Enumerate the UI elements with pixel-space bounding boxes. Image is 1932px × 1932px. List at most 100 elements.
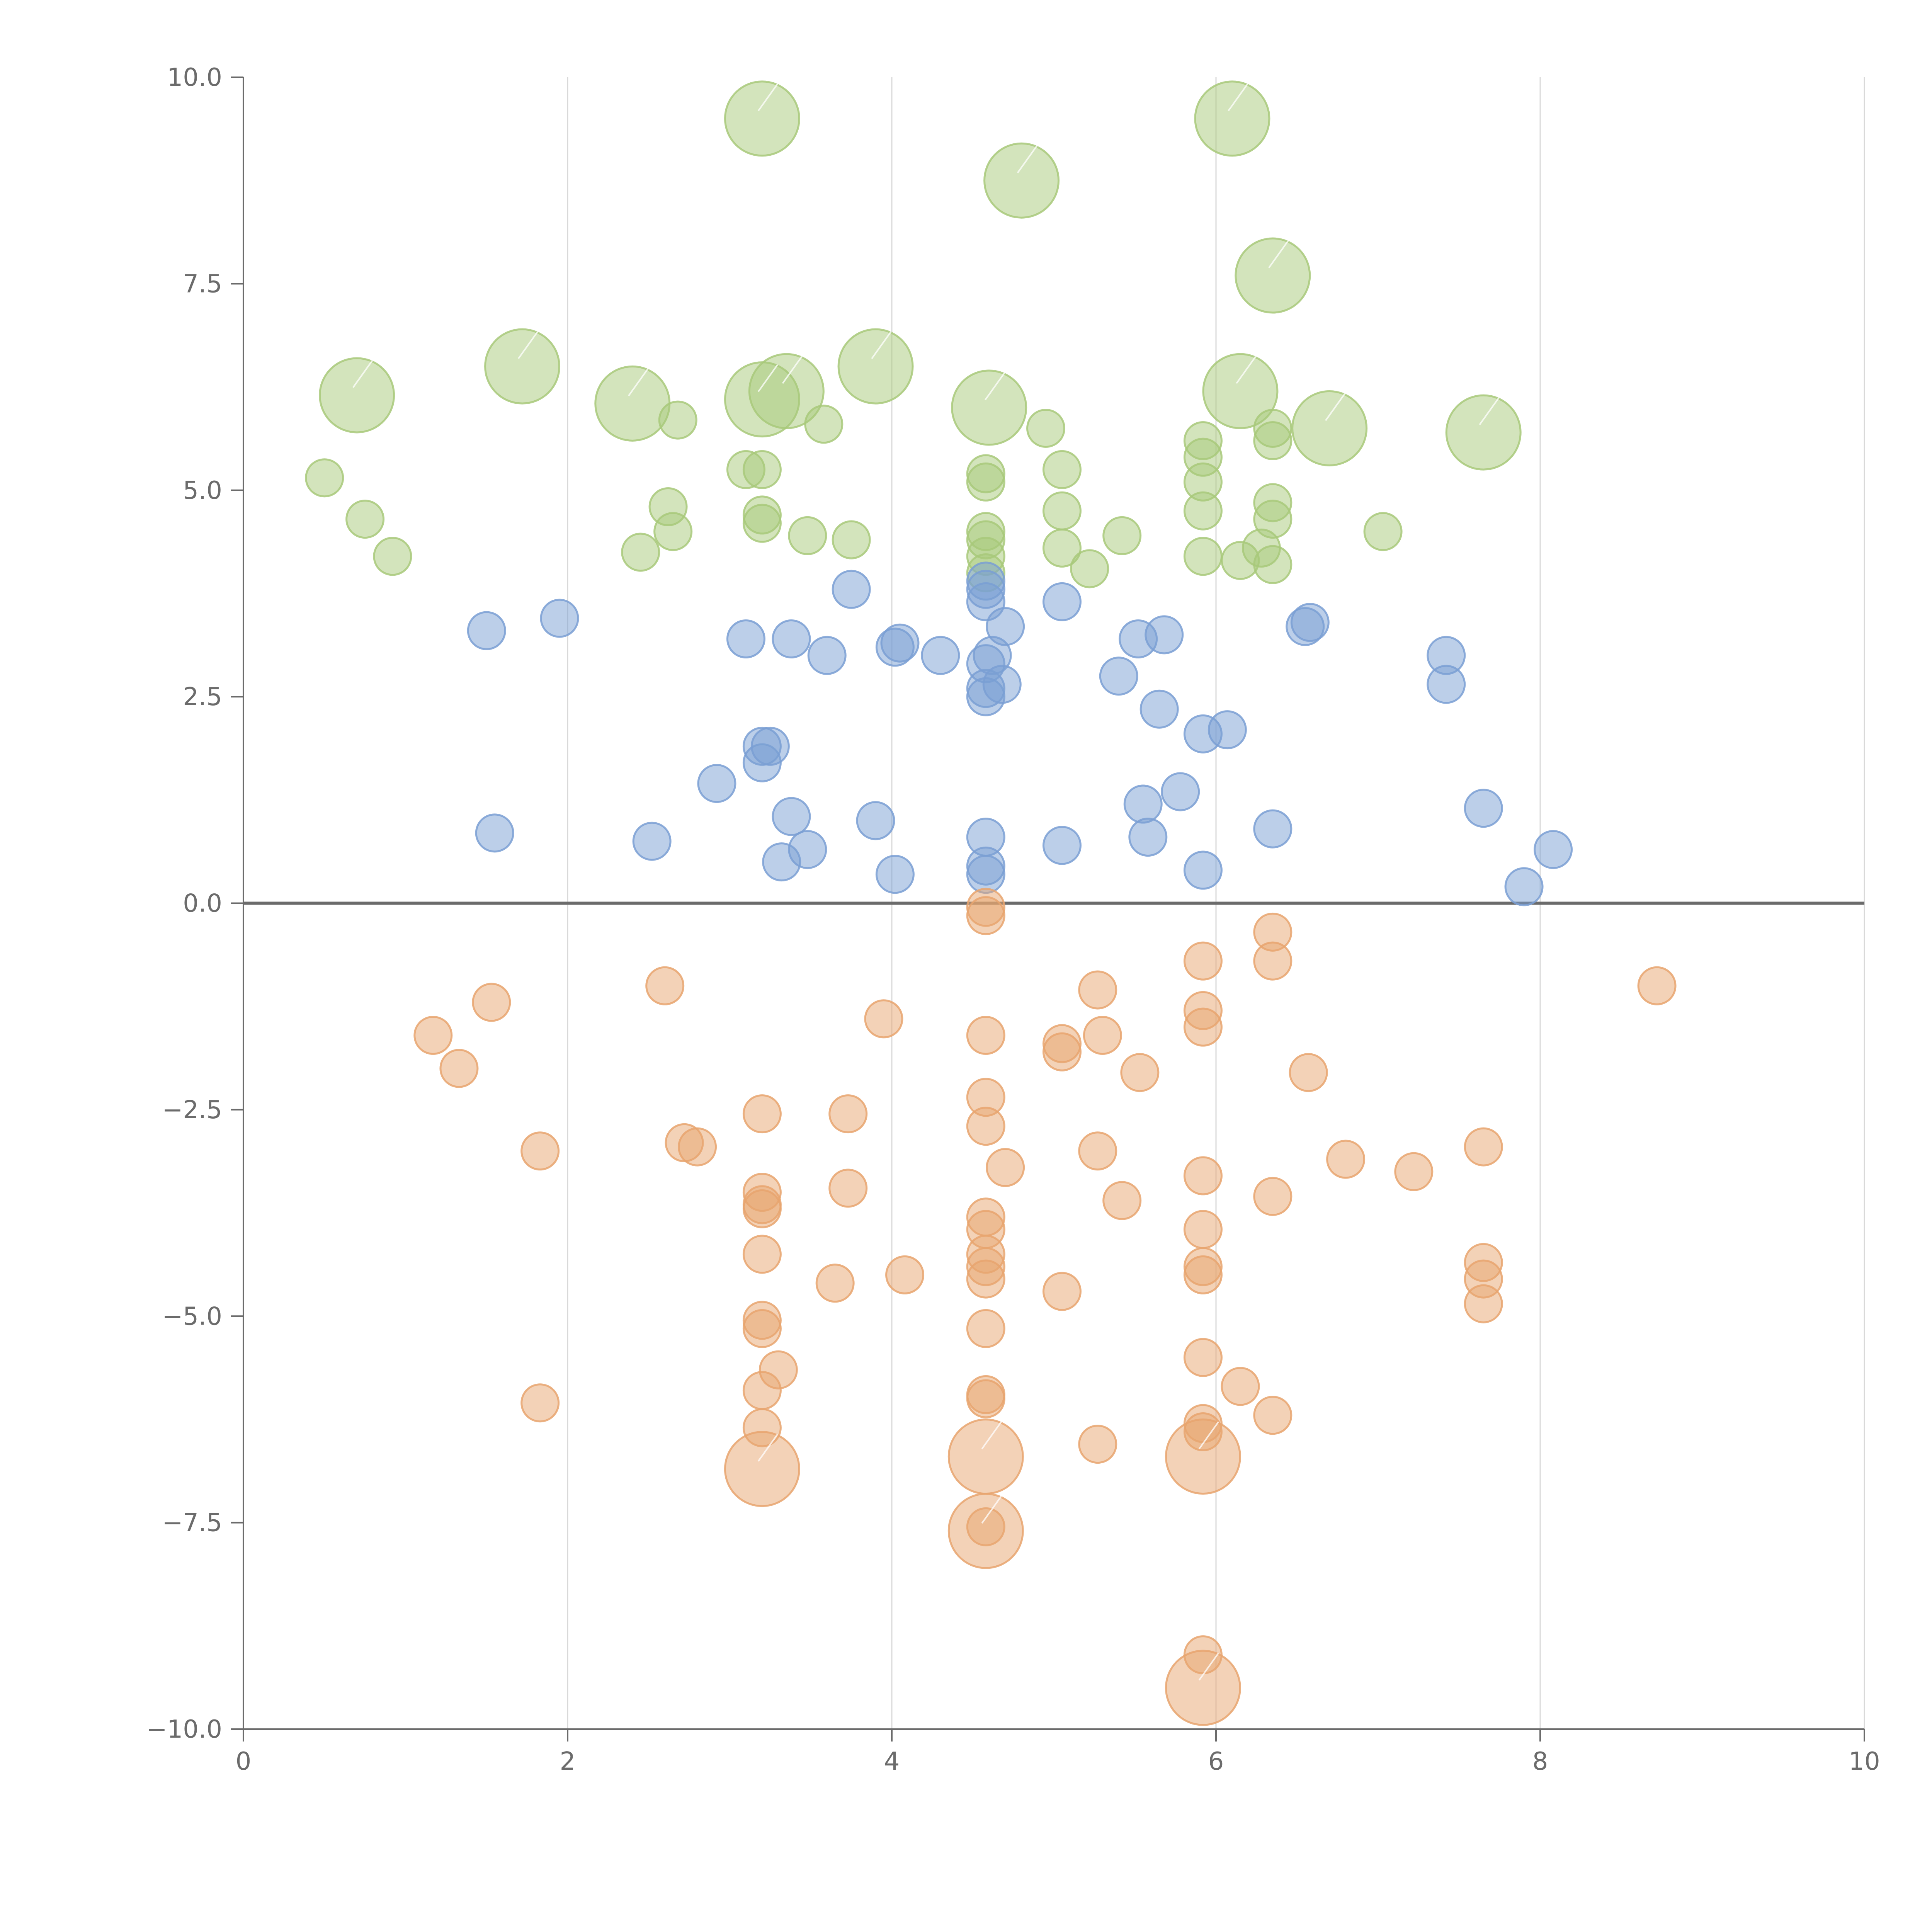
blue-point — [1504, 867, 1544, 906]
green-point — [742, 503, 782, 543]
orange-point — [1083, 1016, 1122, 1055]
callout-leader — [757, 364, 779, 392]
orange-point — [1165, 1650, 1241, 1726]
callout-leader — [985, 372, 1005, 401]
orange-point — [986, 1148, 1025, 1187]
orange-point — [815, 1264, 855, 1303]
blue-point — [1042, 582, 1082, 621]
orange-point — [742, 1189, 782, 1228]
orange-point — [947, 1493, 1024, 1569]
blue-point — [1253, 809, 1293, 849]
green-point — [1026, 408, 1066, 448]
blue-point — [966, 570, 1005, 609]
orange-point — [1183, 1156, 1223, 1196]
green-point — [1235, 237, 1311, 314]
blue-point — [1464, 789, 1503, 828]
green-point — [594, 365, 671, 442]
callout-leader — [757, 83, 779, 112]
orange-point — [966, 1259, 1005, 1299]
blue-point — [966, 855, 1005, 894]
blue-point — [1042, 826, 1082, 865]
x-tick-label: 6 — [1208, 1747, 1224, 1776]
green-point — [1363, 512, 1403, 551]
y-tick-label: −5.0 — [162, 1302, 222, 1331]
callout-leader — [757, 1434, 779, 1462]
orange-point — [1253, 1396, 1293, 1435]
orange-point — [1165, 1418, 1241, 1495]
orange-point — [759, 1350, 798, 1389]
blue-point — [982, 665, 1022, 704]
orange-point — [966, 1309, 1005, 1348]
blue-point — [1099, 656, 1138, 696]
callout-leader — [1198, 1421, 1219, 1449]
green-point — [319, 357, 395, 434]
blue-point — [772, 797, 811, 836]
orange-point — [724, 1431, 800, 1507]
orange-point — [1078, 1131, 1117, 1171]
blue-point — [632, 821, 672, 861]
orange-point — [947, 1418, 1024, 1495]
x-tick-label: 4 — [884, 1747, 900, 1776]
green-point — [1042, 528, 1082, 568]
orange-point — [1289, 1053, 1328, 1092]
green-point — [1202, 353, 1279, 429]
orange-point — [966, 1107, 1005, 1146]
green-point — [1102, 516, 1142, 555]
orange-point — [1464, 1127, 1503, 1167]
callout-leader — [1017, 145, 1038, 173]
blue-point — [832, 570, 871, 609]
blue-point — [875, 855, 915, 894]
orange-point — [1183, 1007, 1223, 1047]
blue-point — [856, 801, 895, 840]
green-point — [788, 516, 827, 555]
callout-leader — [352, 360, 373, 388]
orange-point — [413, 1016, 453, 1055]
green-point — [724, 80, 800, 157]
blue-point — [807, 636, 847, 675]
y-tick-label: 5.0 — [183, 476, 222, 505]
y-tick-label: −2.5 — [162, 1096, 222, 1124]
green-point — [983, 142, 1060, 219]
blue-point — [1145, 615, 1184, 655]
callout-leader — [1228, 83, 1248, 112]
orange-point — [864, 999, 903, 1039]
x-tick-label: 8 — [1532, 1747, 1548, 1776]
callout-leader — [1325, 393, 1346, 421]
orange-point — [1637, 966, 1677, 1005]
green-point — [653, 512, 693, 551]
orange-point — [1183, 1210, 1223, 1249]
blue-point — [1208, 710, 1247, 750]
blue-point — [880, 623, 920, 663]
orange-point — [828, 1094, 868, 1134]
green-point — [742, 450, 782, 489]
orange-point — [966, 896, 1005, 935]
y-tick-label: 2.5 — [183, 683, 222, 711]
callout-leader — [871, 331, 892, 359]
blue-point — [1161, 772, 1200, 811]
blue-point — [540, 599, 579, 638]
orange-point — [1120, 1053, 1160, 1092]
green-point — [1070, 549, 1109, 588]
callout-leader — [1236, 356, 1257, 384]
green-point — [1042, 491, 1082, 531]
green-point — [837, 328, 914, 405]
green-point — [1183, 491, 1223, 531]
callout-layer — [352, 83, 1500, 1681]
orange-point — [1253, 941, 1293, 981]
blue-point — [788, 830, 827, 869]
blue-point — [986, 607, 1025, 646]
green-point — [1194, 80, 1270, 157]
points-layer — [305, 80, 1677, 1726]
blue-point — [697, 764, 736, 803]
green-point — [1253, 421, 1293, 460]
orange-point — [1253, 1177, 1293, 1216]
orange-point — [828, 1168, 868, 1208]
callout-leader — [1479, 397, 1500, 425]
green-point — [1253, 500, 1293, 539]
green-point — [832, 520, 871, 560]
orange-point — [1464, 1284, 1503, 1323]
callout-leader — [1268, 240, 1289, 269]
orange-point — [1183, 941, 1223, 981]
green-point — [484, 328, 561, 405]
